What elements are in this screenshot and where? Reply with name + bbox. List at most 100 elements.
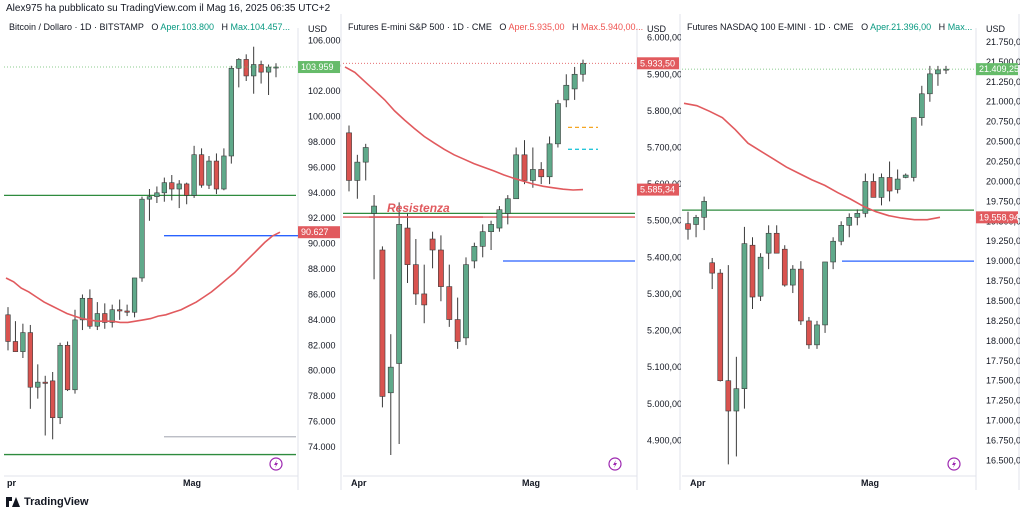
candle-down — [438, 249, 444, 287]
y-tick-label: 17.500,00 — [986, 376, 1020, 386]
chart-panel-sp500[interactable]: USD6.000,005.900,005.800,005.700,005.600… — [343, 14, 681, 490]
lightning-glyph — [613, 460, 617, 468]
candle-down — [379, 249, 386, 397]
x-tick-label: Mag — [522, 478, 540, 488]
candle-up — [894, 178, 901, 190]
moving-average-line — [5, 231, 281, 324]
panel-high-label: H — [572, 22, 579, 32]
currency-label: USD — [308, 24, 328, 34]
candle-down — [798, 268, 804, 322]
candle-up — [529, 169, 536, 181]
y-tick-label: 20.500,00 — [986, 137, 1020, 147]
panel-high-label: H — [221, 22, 229, 32]
y-tick-label: 17.750,00 — [986, 356, 1020, 366]
y-tick-label: 21.250,00 — [986, 77, 1020, 87]
y-tick-label: 84.000 — [308, 315, 336, 325]
candle-up — [265, 66, 272, 73]
candle-down — [886, 177, 893, 192]
candle-down — [773, 232, 780, 254]
chart-svg-nasdaq[interactable]: USD 21.750,00 21.500,00 21.250,00 21.000,00 2… — [682, 14, 1020, 490]
last-price-text: 5.933,50 — [640, 58, 675, 68]
candle-down — [42, 381, 48, 384]
candle-down — [169, 182, 175, 190]
candle-down — [198, 154, 205, 186]
candle-down — [5, 314, 11, 342]
y-tick-label: 5.400,00 — [647, 252, 681, 262]
candle-down — [781, 248, 788, 286]
candle-up — [701, 201, 707, 218]
y-tick-label: 5.200,00 — [647, 326, 681, 336]
candle-down — [27, 332, 33, 388]
candle-up — [878, 177, 885, 198]
candle-down — [749, 244, 756, 298]
candle-down — [685, 223, 691, 230]
candle-up — [228, 68, 234, 157]
panel-high-value: Max... — [947, 22, 973, 32]
y-tick-label: 88.000 — [308, 264, 336, 274]
candle-up — [765, 232, 772, 254]
y-tick-label: 74.000 — [308, 442, 336, 452]
candle-up — [362, 147, 369, 163]
candle-down — [87, 297, 93, 327]
candle-up — [854, 213, 861, 218]
currency-label: USD — [647, 24, 667, 34]
candle-down — [709, 262, 715, 274]
panel-symbol: Bitcoin / Dollaro · 1D · BITSTAMP — [9, 22, 144, 32]
y-tick-label: 18.500,00 — [986, 296, 1020, 306]
candle-up — [161, 182, 167, 194]
candle-up — [72, 319, 78, 391]
candle-up — [757, 256, 764, 297]
chart-panel-bitcoin[interactable]: USD106.000104.000102.000100.00098.00096.… — [4, 14, 342, 490]
y-tick-label: 100.000 — [308, 112, 341, 122]
publisher-header: Alex975 ha pubblicato su TradingView.com… — [6, 3, 331, 14]
candle-down — [806, 320, 812, 346]
ma-price-tag — [637, 183, 679, 196]
tradingview-footer[interactable]: TradingView — [6, 496, 89, 508]
candle-up — [741, 243, 748, 389]
y-tick-label: 21.750,00 — [986, 37, 1020, 47]
panel-open-label: O — [499, 22, 507, 32]
chart-svg-sp500[interactable]: USD6.000,005.900,005.800,005.700,005.600… — [343, 14, 681, 490]
last-price-tag — [298, 61, 340, 74]
candle-up — [927, 73, 933, 95]
moving-average-line — [344, 66, 584, 191]
y-tick-label: 18.000,00 — [986, 336, 1020, 346]
candle-down — [213, 160, 220, 190]
candle-up — [790, 268, 796, 286]
candle-down — [421, 293, 428, 306]
y-tick-label: 19.250,00 — [986, 236, 1020, 246]
x-tick-label: pr — [7, 478, 16, 488]
candle-up — [396, 224, 403, 364]
candle-up — [910, 117, 917, 178]
panel-open-value: Aper.103.800 — [160, 22, 214, 32]
y-tick-label: 19.000,00 — [986, 256, 1020, 266]
candle-down — [404, 227, 411, 265]
candle-up — [693, 217, 699, 225]
candle-down — [50, 380, 56, 419]
candle-up — [580, 62, 586, 75]
candle-up — [236, 59, 242, 69]
chart-svg-bitcoin[interactable]: USD106.000104.000102.000100.00098.00096.… — [4, 14, 342, 490]
y-tick-label: 80.000 — [308, 366, 336, 376]
y-tick-label: 5.800,00 — [647, 106, 681, 116]
y-tick-label: 5.100,00 — [647, 362, 681, 372]
currency-label: USD — [986, 24, 1006, 34]
y-tick-label: 102.000 — [308, 86, 341, 96]
candle-up — [131, 277, 138, 313]
candle-up — [902, 174, 909, 178]
y-tick-label: 106.000 — [308, 35, 341, 45]
candle-up — [206, 160, 212, 186]
y-tick-label: 96.000 — [308, 162, 336, 172]
ma-price-tag — [298, 226, 340, 239]
candle-up — [846, 217, 853, 226]
candle-up — [251, 64, 257, 77]
candle-up — [463, 264, 469, 339]
chart-panel-nasdaq[interactable]: USD 21.750,00 21.500,00 21.250,00 21.000,00 2… — [682, 14, 1020, 490]
candle-up — [546, 143, 553, 178]
y-tick-label: 19.750,00 — [986, 196, 1020, 206]
candle-down — [346, 132, 352, 181]
y-tick-label: 16.500,00 — [986, 455, 1020, 465]
candle-up — [79, 297, 86, 321]
candle-up — [191, 154, 197, 196]
candle-up — [814, 324, 820, 346]
